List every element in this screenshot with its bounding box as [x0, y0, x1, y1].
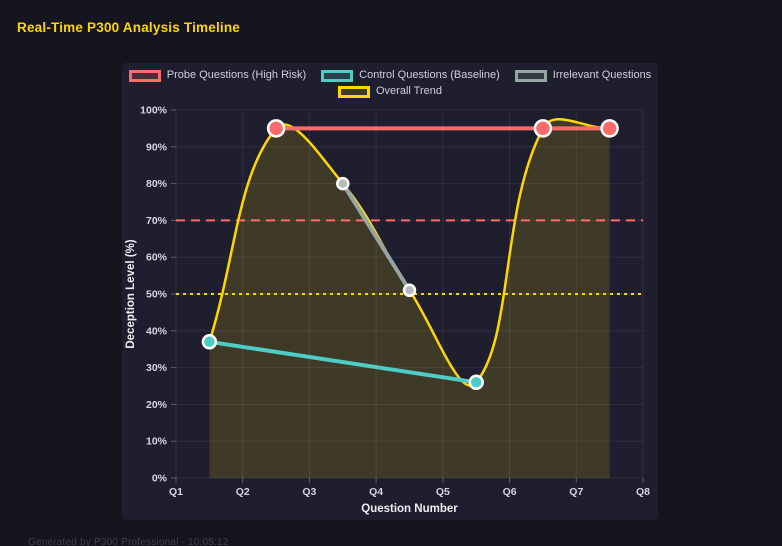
x-tick-label: Q6 [503, 486, 517, 498]
legend-row: Overall Trend [337, 85, 443, 98]
legend-item-0[interactable]: Probe Questions (High Risk) [128, 69, 307, 82]
x-tick-label: Q1 [169, 486, 183, 498]
x-tick-label: Q3 [302, 486, 316, 498]
y-tick-label: 90% [146, 141, 168, 153]
legend-swatch [128, 69, 161, 82]
x-tick-label: Q8 [636, 486, 650, 498]
data-point[interactable] [266, 119, 286, 138]
y-tick-label: 60% [146, 252, 168, 264]
legend-swatch [321, 69, 354, 82]
data-point[interactable] [468, 374, 484, 391]
y-tick-label: 20% [146, 399, 168, 411]
chart-legend: Probe Questions (High Risk) Control Quest… [122, 69, 658, 98]
series-line-1 [207, 339, 479, 385]
chart-panel: Probe Questions (High Risk) Control Quest… [122, 63, 658, 520]
series-line-2 [340, 181, 412, 293]
y-tick-label: 80% [146, 178, 168, 190]
legend-item-2[interactable]: Irrelevant Questions [514, 69, 652, 82]
legend-row: Probe Questions (High Risk) Control Quest… [128, 69, 652, 82]
legend-swatch [514, 69, 547, 82]
legend-item-3[interactable]: Overall Trend [337, 85, 443, 98]
trend-fill-area [209, 119, 610, 478]
legend-item-1[interactable]: Control Questions (Baseline) [321, 69, 500, 82]
legend-label: Irrelevant Questions [552, 69, 652, 81]
x-axis-title: Question Number [361, 503, 458, 515]
data-point[interactable] [600, 119, 619, 138]
y-tick-label: 30% [146, 362, 168, 374]
data-point[interactable] [533, 119, 553, 138]
y-axis-title: Deception Level (%) [125, 239, 137, 348]
y-tick-label: 70% [146, 215, 168, 227]
y-tick-label: 50% [146, 289, 168, 301]
legend-label: Control Questions (Baseline) [359, 69, 500, 81]
x-tick-label: Q7 [569, 486, 583, 498]
x-tick-label: Q5 [436, 486, 450, 498]
data-point[interactable] [402, 283, 417, 298]
legend-label: Probe Questions (High Risk) [166, 69, 307, 81]
y-tick-label: 10% [146, 436, 168, 448]
x-tick-label: Q2 [236, 486, 250, 498]
legend-label: Overall Trend [375, 85, 443, 97]
x-tick-label: Q4 [369, 486, 383, 498]
timeline-chart: Q1 Q2 Q3 Q4 Q5 Q6 Q7 Q8 0% 10% 20% 30% 40% 50% 60% 70% 8… [125, 105, 650, 516]
legend-swatch [337, 85, 370, 98]
data-point[interactable] [336, 176, 350, 191]
footer-caption: Generated by P300 Professional - 10:05:1… [28, 537, 229, 546]
y-tick-label: 100% [140, 105, 168, 117]
data-point[interactable] [201, 334, 218, 350]
y-tick-label: 0% [152, 473, 168, 485]
page-title: Real-Time P300 Analysis Timeline [17, 20, 241, 35]
y-tick-label: 40% [146, 325, 168, 337]
